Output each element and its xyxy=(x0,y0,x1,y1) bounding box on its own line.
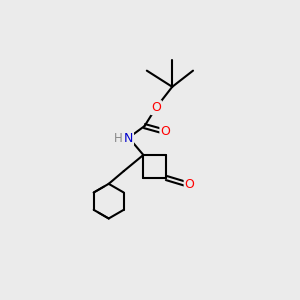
Text: O: O xyxy=(151,101,161,114)
Text: O: O xyxy=(184,178,194,191)
Text: N: N xyxy=(124,132,133,145)
Text: H: H xyxy=(114,132,123,145)
Text: O: O xyxy=(160,125,170,138)
